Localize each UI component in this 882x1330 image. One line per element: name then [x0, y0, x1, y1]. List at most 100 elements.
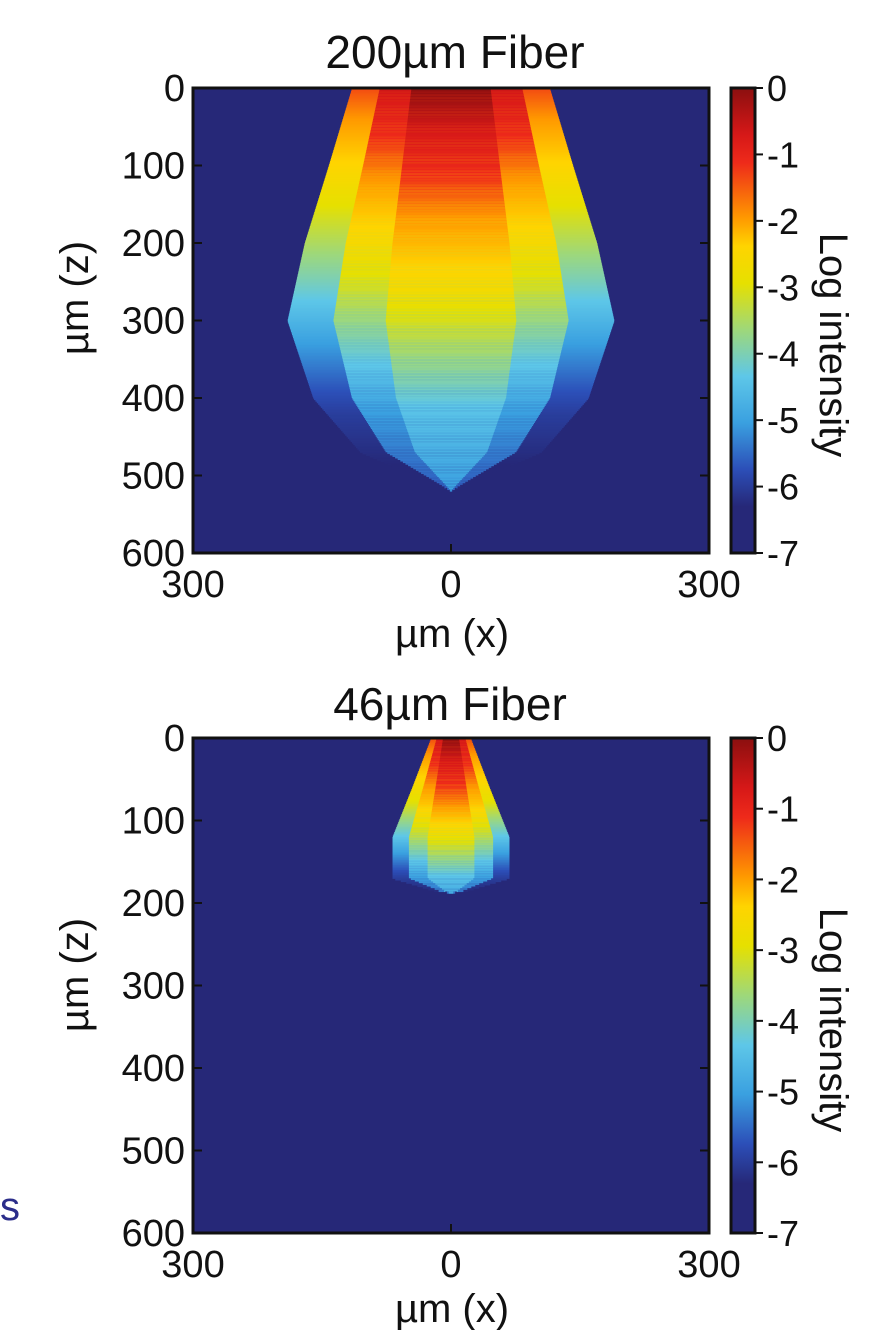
beam-strip	[392, 239, 510, 243]
y-tick-label: 300	[122, 966, 185, 1008]
beam-strip	[430, 820, 472, 823]
colorbar-label: Log intensity	[811, 233, 855, 458]
beam-strip	[388, 283, 514, 286]
colorbar	[729, 86, 757, 555]
beam-strip	[390, 266, 512, 269]
beam-strip	[400, 174, 502, 177]
colorbar-tick-label: -7	[767, 1213, 799, 1254]
beam-strip	[444, 889, 458, 893]
beam-strip	[392, 247, 510, 250]
beam-strip	[414, 450, 488, 453]
beam-strip	[388, 286, 514, 289]
beam-strip	[393, 233, 509, 236]
beam-strip	[387, 334, 515, 337]
beam-strip	[431, 812, 471, 815]
beam-strip	[441, 749, 461, 752]
beam-strip	[389, 272, 513, 275]
beam-strip	[385, 318, 517, 322]
beam-strip	[441, 744, 461, 747]
cropped-text-fragment: s	[0, 1185, 20, 1229]
beam-strip	[400, 181, 502, 184]
beam-strip	[421, 458, 481, 461]
beam-strip	[399, 184, 503, 187]
beam-strip	[433, 800, 469, 803]
beam-strip	[427, 873, 475, 876]
beam-strip	[396, 398, 506, 401]
colorbar-tick-label: -3	[767, 930, 799, 971]
beam-strip	[427, 837, 475, 840]
beam-strip	[396, 399, 506, 402]
beam-strip	[437, 771, 465, 774]
beam-strip	[399, 188, 503, 191]
beam-strip	[440, 478, 462, 481]
beam-strip	[394, 388, 508, 391]
beam-strip	[391, 256, 511, 260]
beam-strip	[391, 255, 511, 258]
x-tick-label: 300	[677, 564, 740, 606]
beam-strip	[398, 191, 504, 194]
beam-strip	[409, 105, 493, 108]
beam-strip	[401, 170, 501, 173]
colorbar-tick-label: -2	[767, 201, 799, 242]
beam-strip	[427, 845, 475, 848]
beam-strip	[404, 421, 498, 424]
beam-strip	[390, 354, 512, 357]
beam-strip	[391, 360, 511, 363]
beam-strip	[441, 888, 461, 891]
beam-strip	[400, 408, 502, 411]
beam-strip	[439, 759, 463, 762]
beam-strip	[435, 473, 467, 477]
beam-strip	[387, 332, 515, 336]
beam-strip	[405, 134, 497, 137]
beam-strip	[386, 308, 516, 311]
y-tick-label: 600	[122, 533, 185, 575]
beam-strip	[402, 415, 500, 418]
beam-strip	[408, 432, 494, 435]
beam-strip	[431, 813, 471, 817]
beam-strip	[428, 466, 474, 469]
beam-strip	[415, 452, 487, 455]
x-tick-label: 300	[161, 1244, 224, 1286]
beam-strip	[386, 305, 516, 308]
beam-strip	[439, 886, 463, 889]
beam-strip	[438, 477, 464, 480]
beam-strip	[392, 371, 510, 374]
beam-strip	[427, 865, 475, 868]
beam-strip	[391, 367, 511, 370]
beam-strip	[399, 187, 503, 190]
beam-strip	[409, 436, 493, 439]
beam-strip	[405, 132, 497, 136]
colorbar-tick-label: 0	[767, 718, 787, 759]
beam-strip	[408, 114, 494, 117]
colorbar-tick-label: -3	[767, 267, 799, 308]
beam-strip	[390, 269, 512, 272]
beam-strip	[430, 817, 472, 820]
beam-strip	[427, 464, 475, 467]
beam-strip	[427, 851, 475, 855]
beam-strip	[425, 463, 477, 466]
beam-strip	[405, 425, 497, 429]
beam-strip	[409, 101, 493, 105]
beam-strip	[438, 764, 464, 767]
beam-strip	[437, 774, 465, 777]
beam-strip	[404, 148, 498, 151]
beam-strip	[408, 111, 494, 114]
beam-strip	[387, 295, 515, 298]
beam-strip	[438, 769, 464, 772]
beam-strip	[405, 424, 497, 427]
beam-strip	[403, 151, 499, 154]
beam-strip	[386, 306, 516, 309]
beam-strip	[389, 278, 513, 281]
beam-strip	[394, 225, 508, 229]
colorbar-tick-label: 0	[767, 68, 787, 109]
beam-strip	[390, 356, 512, 359]
colorbar-label: Log intensity	[811, 908, 855, 1133]
beam-strip	[387, 300, 515, 303]
beam-strip	[395, 396, 507, 399]
beam-strip	[412, 446, 490, 449]
colorbar-tick-label: -6	[767, 467, 799, 508]
beam-strip	[390, 267, 512, 270]
beam-strip	[439, 757, 463, 761]
beam-strip	[392, 241, 510, 244]
